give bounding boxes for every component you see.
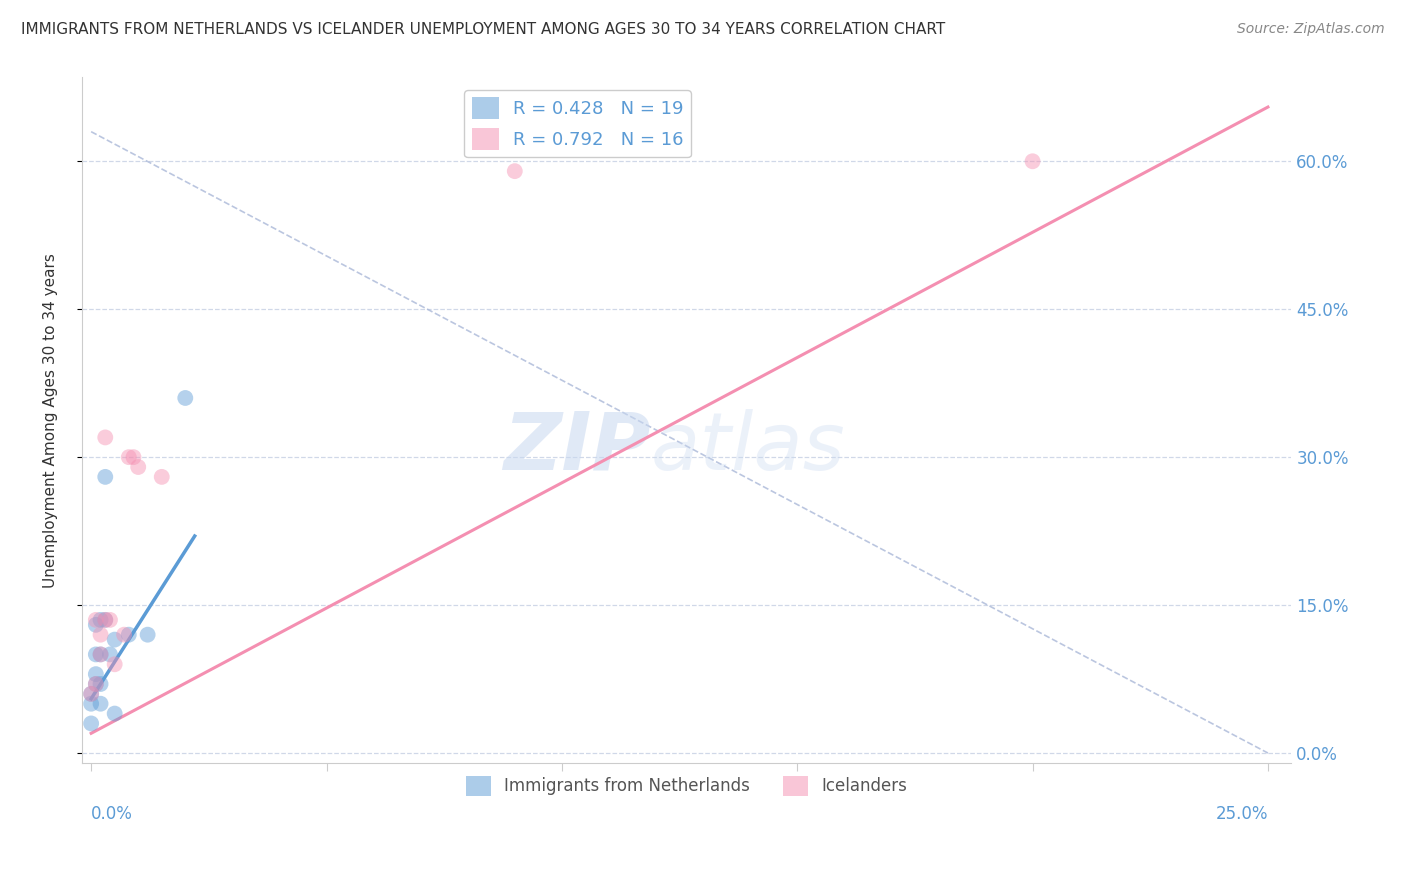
- Point: [104, 657, 127, 672]
- Point: [84, 667, 107, 681]
- Point: [84, 677, 107, 691]
- Point: [90, 648, 112, 662]
- Point: [90, 613, 112, 627]
- Point: [98, 613, 121, 627]
- Point: [84, 613, 107, 627]
- Point: [104, 632, 127, 647]
- Point: [122, 450, 145, 465]
- Y-axis label: Unemployment Among Ages 30 to 34 years: Unemployment Among Ages 30 to 34 years: [44, 252, 58, 588]
- Text: ZIP: ZIP: [503, 409, 651, 487]
- Point: [94, 430, 117, 444]
- Point: [80, 687, 103, 701]
- Point: [90, 648, 112, 662]
- Text: atlas: atlas: [651, 409, 845, 487]
- Point: [80, 687, 103, 701]
- Point: [94, 470, 117, 484]
- Point: [112, 628, 135, 642]
- Text: 0.0%: 0.0%: [91, 805, 134, 823]
- Point: [150, 470, 173, 484]
- Point: [104, 706, 127, 721]
- Text: IMMIGRANTS FROM NETHERLANDS VS ICELANDER UNEMPLOYMENT AMONG AGES 30 TO 34 YEARS : IMMIGRANTS FROM NETHERLANDS VS ICELANDER…: [21, 22, 945, 37]
- Point: [90, 628, 112, 642]
- Point: [174, 391, 197, 405]
- Point: [94, 613, 117, 627]
- Point: [94, 613, 117, 627]
- Point: [1021, 154, 1043, 169]
- Point: [136, 628, 159, 642]
- Point: [118, 628, 141, 642]
- Point: [90, 677, 112, 691]
- Point: [98, 648, 121, 662]
- Point: [118, 450, 141, 465]
- Text: 25.0%: 25.0%: [1215, 805, 1268, 823]
- Point: [84, 677, 107, 691]
- Point: [127, 460, 149, 475]
- Point: [84, 648, 107, 662]
- Point: [503, 164, 526, 178]
- Legend: Immigrants from Netherlands, Icelanders: Immigrants from Netherlands, Icelanders: [458, 769, 914, 803]
- Point: [90, 697, 112, 711]
- Point: [80, 697, 103, 711]
- Text: Source: ZipAtlas.com: Source: ZipAtlas.com: [1237, 22, 1385, 37]
- Point: [84, 617, 107, 632]
- Point: [80, 716, 103, 731]
